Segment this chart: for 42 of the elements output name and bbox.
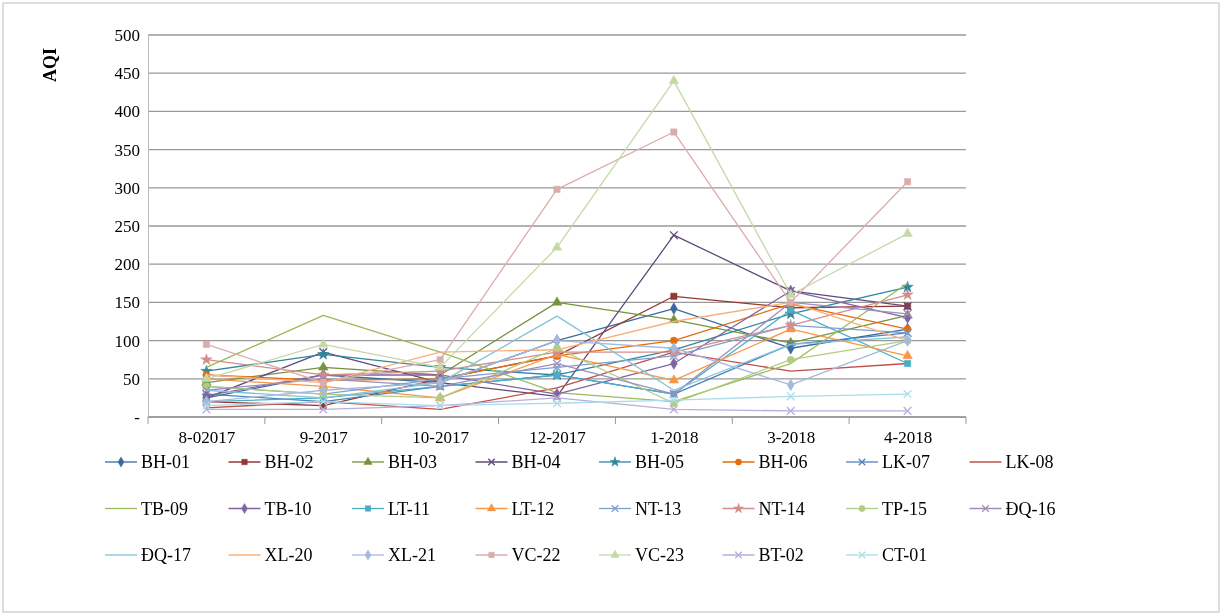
legend-label: CT-01 — [882, 545, 928, 565]
y-tick-label: - — [134, 407, 141, 427]
legend-label: LT-12 — [511, 498, 555, 519]
legend-label: VC-22 — [511, 545, 561, 565]
legend-label: BH-02 — [264, 452, 314, 472]
legend-label: LT-11 — [388, 498, 431, 519]
x-tick-label: 3-2018 — [767, 428, 816, 448]
legend-label: XL-20 — [264, 545, 313, 565]
legend-label: BH-01 — [141, 452, 190, 472]
legend-label: LK-08 — [1005, 452, 1054, 472]
legend-label: TP-15 — [882, 498, 927, 519]
y-tick-label: 100 — [114, 331, 140, 351]
legend-label: NT-14 — [758, 498, 805, 519]
legend-label: BH-03 — [388, 452, 437, 472]
x-tick-label: 9-2017 — [299, 428, 349, 448]
y-tick-label: 400 — [114, 102, 140, 122]
legend-label: BT-02 — [758, 545, 804, 565]
x-tick-label: 10-2017 — [412, 428, 470, 448]
legend-label: TB-10 — [264, 498, 312, 519]
legend-label: NT-13 — [635, 498, 682, 519]
y-tick-label: 450 — [114, 64, 140, 84]
x-tick-label: 8-02017 — [178, 428, 236, 448]
y-axis-title: AQI — [40, 47, 60, 83]
y-tick-label: 50 — [123, 369, 140, 389]
x-tick-label: 12-2017 — [529, 428, 587, 448]
y-tick-label: 300 — [114, 178, 140, 198]
legend-label: BH-05 — [635, 452, 684, 472]
legend-label: ĐQ-17 — [141, 545, 191, 565]
legend-label: LK-07 — [882, 452, 930, 472]
x-tick-label: 4-2018 — [883, 428, 933, 448]
y-tick-label: 200 — [114, 255, 140, 275]
legend-label: BH-04 — [511, 452, 561, 472]
y-tick-label: 500 — [114, 25, 140, 45]
y-tick-label: 250 — [114, 216, 140, 236]
legend-label: VC-23 — [635, 545, 684, 565]
y-tick-label: 350 — [114, 140, 140, 160]
legend-label: XL-21 — [388, 545, 436, 565]
legend-label: TB-09 — [141, 498, 188, 519]
x-tick-label: 1-2018 — [650, 428, 699, 448]
y-tick-label: 150 — [114, 293, 140, 313]
legend-label: BH-06 — [758, 452, 808, 472]
legend-label: ĐQ-16 — [1005, 498, 1056, 519]
